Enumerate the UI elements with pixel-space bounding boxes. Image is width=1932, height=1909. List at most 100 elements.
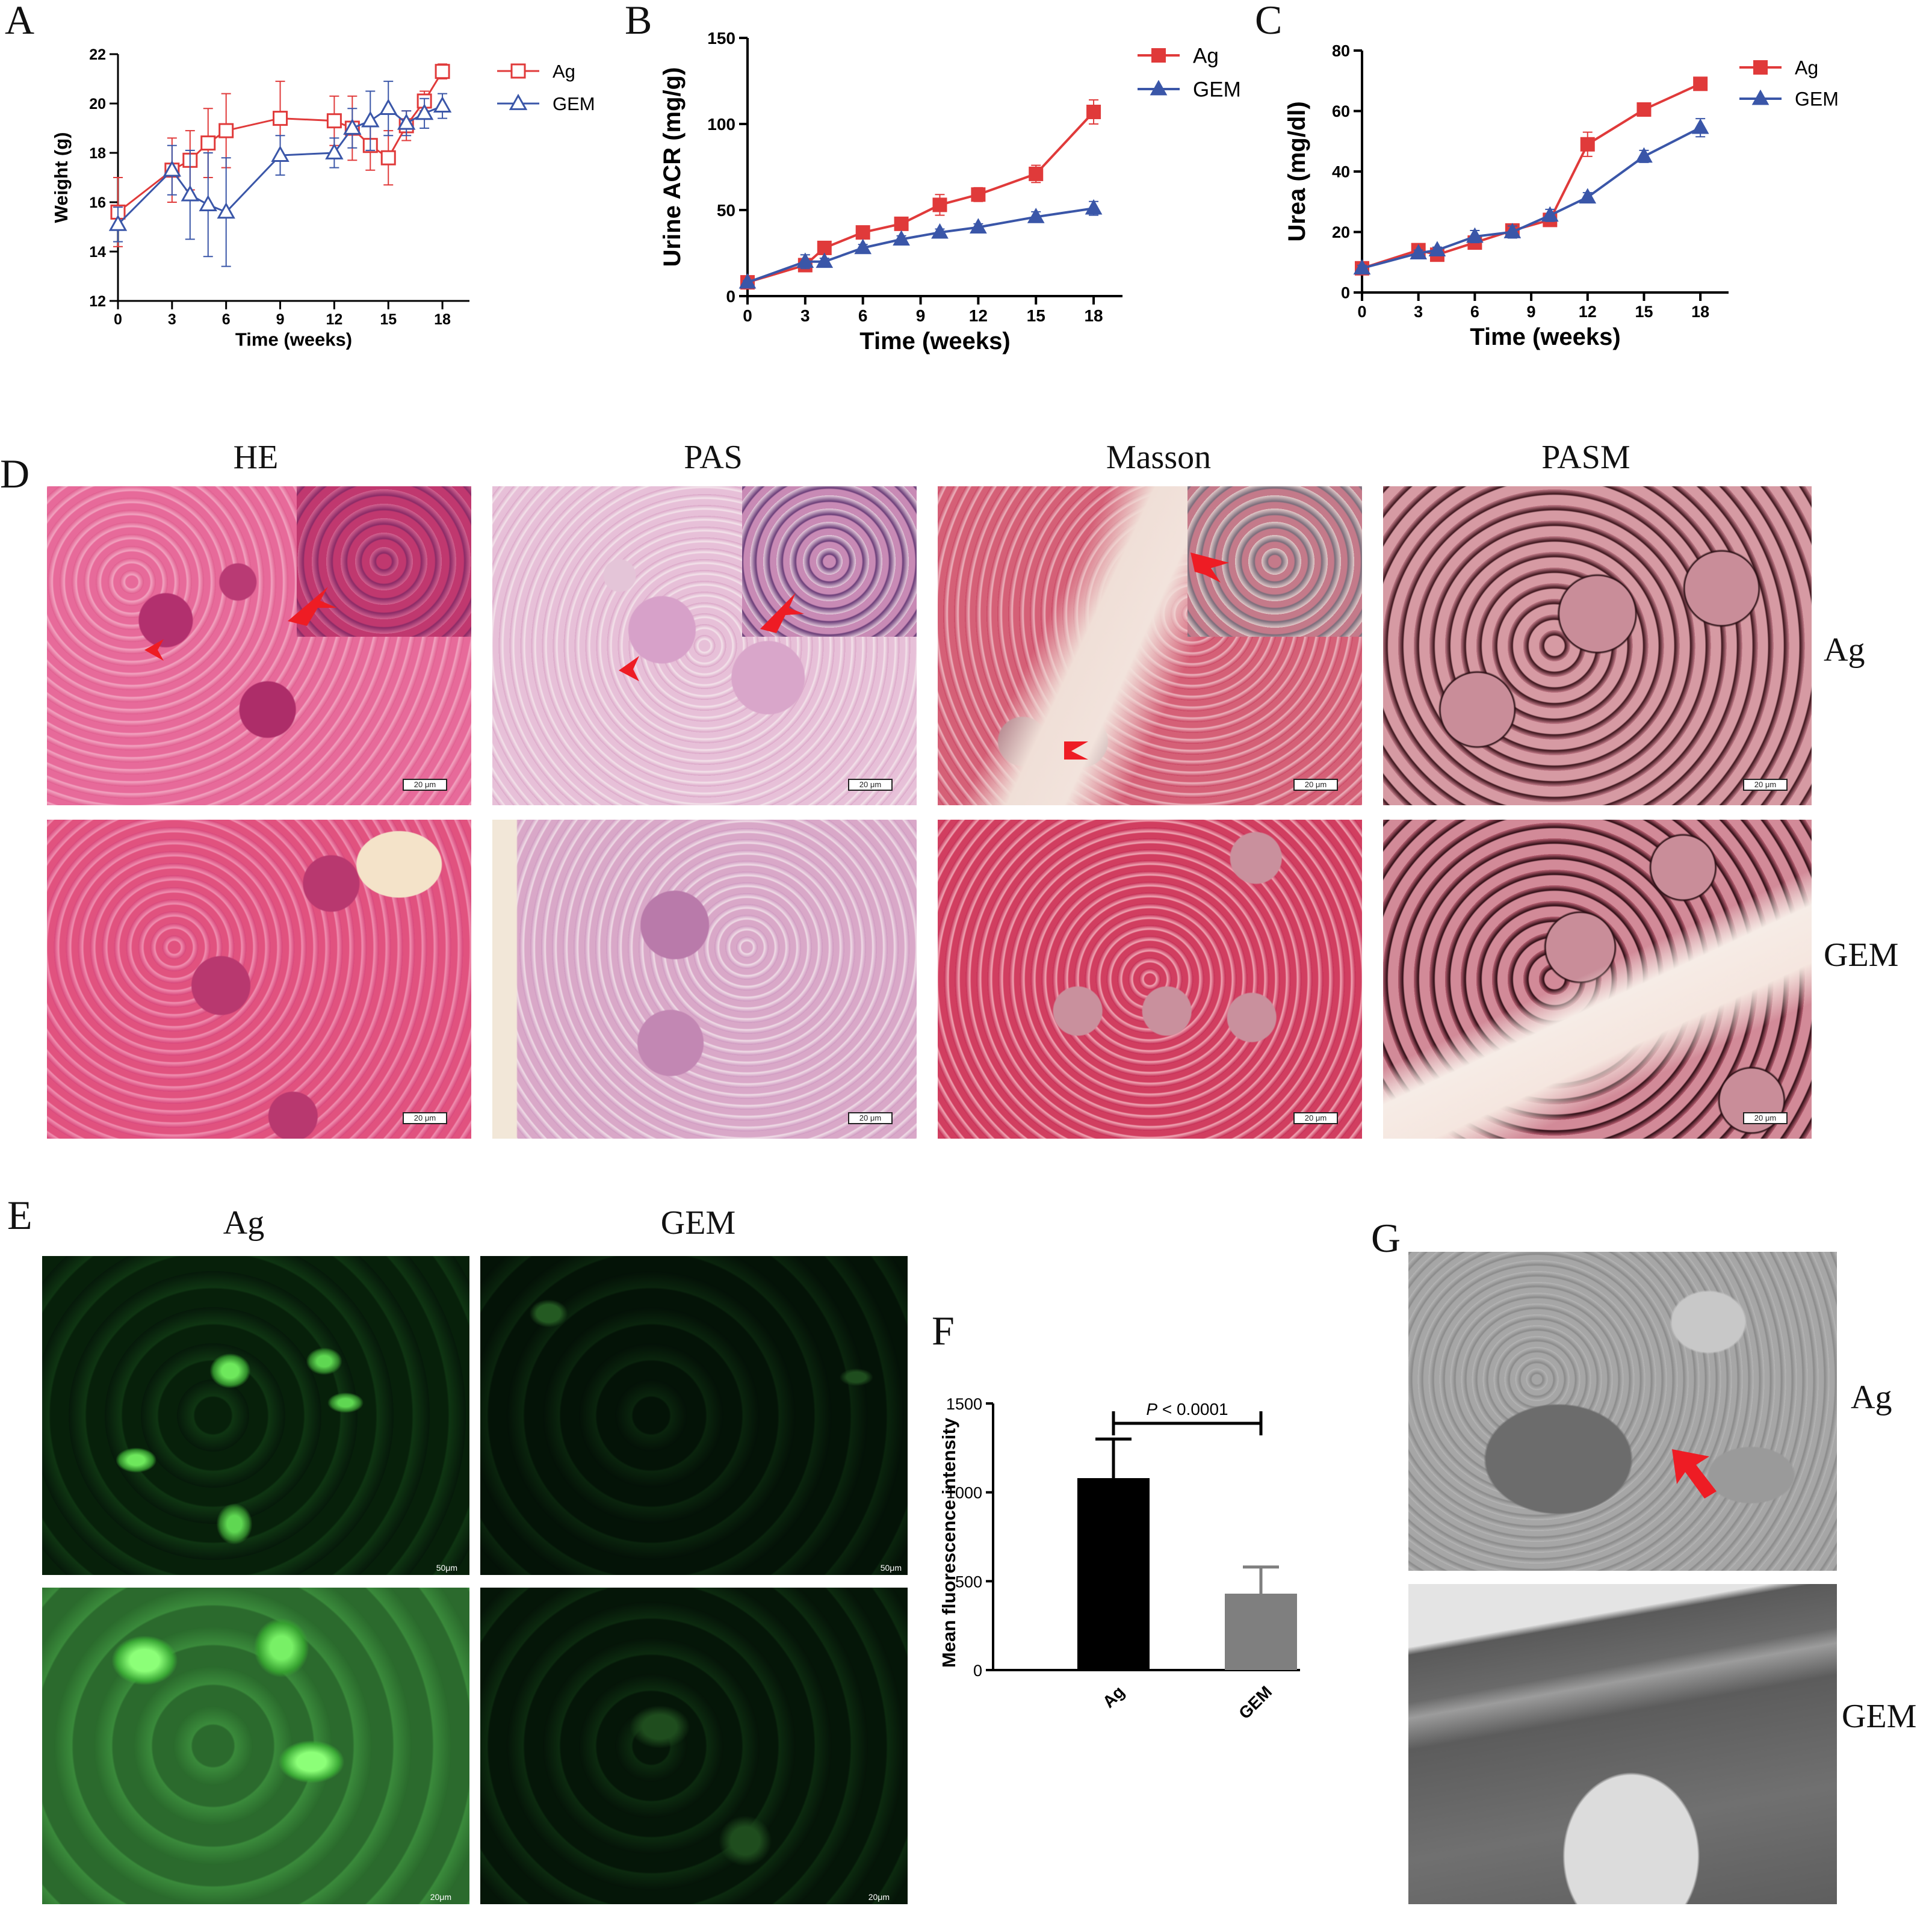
arrow-he-main — [288, 587, 337, 626]
fluor-scale: 50μm — [880, 1563, 902, 1573]
x-tick-label: 9 — [1527, 303, 1536, 321]
masson-ag-micrograph: 20 μm — [938, 486, 1362, 805]
fluor-ag-bottom: 20μm — [42, 1588, 469, 1904]
y-axis-label: Urea (mg/dl) — [1284, 101, 1310, 241]
row-label-gem: GEM — [1824, 936, 1899, 974]
data-point-ag — [1580, 137, 1595, 152]
data-point-gem — [217, 202, 235, 219]
scale-bar: 20 μm — [848, 1112, 893, 1124]
y-tick-label: 500 — [955, 1573, 982, 1591]
panel-label-d: D — [0, 451, 30, 497]
data-point-gem — [397, 113, 416, 130]
y-tick-label: 12 — [89, 293, 106, 310]
panel-label-c: C — [1255, 0, 1283, 43]
legend-marker — [1150, 79, 1168, 96]
y-tick-label: 0 — [1341, 284, 1350, 302]
data-point-gem — [433, 96, 452, 113]
data-point-gem — [1635, 147, 1653, 163]
stain-title-pas: PAS — [684, 439, 743, 476]
legend-label-gem: GEM — [1193, 78, 1241, 102]
data-point-gem — [199, 194, 217, 211]
legend-marker — [1753, 60, 1768, 75]
panel-label-e: E — [7, 1192, 33, 1238]
histology-arrows — [144, 552, 1229, 760]
fluor-gem-bottom: 20μm — [480, 1588, 908, 1904]
panel-label-a: A — [5, 0, 35, 43]
x-tick-label: 9 — [276, 311, 285, 328]
he-ag-micrograph: 20 μm — [47, 486, 471, 805]
y-tick-label: 18 — [89, 145, 106, 162]
fluor-col-ag: Ag — [223, 1204, 265, 1242]
data-point-gem — [1541, 206, 1559, 222]
x-tick-label: 6 — [222, 311, 231, 328]
legend-label-gem: GEM — [553, 93, 595, 114]
x-tick-label: 12 — [1579, 303, 1597, 321]
panel-label-g: G — [1371, 1215, 1401, 1261]
y-tick-label: 100 — [707, 115, 735, 134]
x-tick-label: 12 — [326, 311, 342, 328]
stain-title-masson: Masson — [1106, 439, 1212, 476]
pas-ag-inset — [742, 486, 917, 637]
pas-gem-micrograph: 20 μm — [492, 820, 917, 1139]
data-point-gem — [1353, 259, 1371, 275]
data-point-ag — [932, 197, 947, 212]
y-tick-label: 50 — [717, 201, 735, 220]
data-point-ag — [1636, 102, 1652, 117]
scale-bar: 20 μm — [1293, 779, 1338, 791]
data-point-gem — [163, 160, 182, 177]
data-point-gem — [181, 185, 200, 202]
y-tick-label: 20 — [89, 96, 106, 113]
y-tick-label: 22 — [89, 46, 106, 63]
row-label-ag: Ag — [1824, 631, 1865, 669]
data-point-gem — [415, 104, 434, 120]
y-tick-label: 16 — [89, 194, 106, 211]
fluor-scale: 20μm — [868, 1892, 890, 1902]
x-tick-label: 6 — [858, 306, 868, 325]
x-tick-label: 15 — [1635, 303, 1653, 321]
scale-bar: 20 μm — [1743, 779, 1788, 791]
data-point-ag — [380, 150, 396, 166]
data-point-gem — [361, 111, 380, 128]
legend-label-gem: GEM — [1795, 88, 1839, 110]
category-label-ag: Ag — [1099, 1682, 1128, 1711]
pas-ag-micrograph: 20 μm — [492, 486, 917, 805]
y-tick-label: 1000 — [946, 1484, 982, 1502]
data-point-ag — [200, 135, 216, 151]
legend-marker — [509, 93, 528, 110]
x-tick-label: 0 — [114, 311, 122, 328]
x-tick-label: 18 — [434, 311, 451, 328]
y-tick-label: 0 — [726, 287, 735, 306]
bar-ag — [1077, 1478, 1150, 1670]
data-point-gem — [343, 118, 362, 135]
legend-label-ag: Ag — [1795, 57, 1818, 79]
x-axis-label: Time (weeks) — [1470, 324, 1621, 350]
em-ag-micrograph — [1408, 1252, 1837, 1571]
arrow-pas-main — [760, 593, 804, 633]
data-point-gem — [1503, 223, 1522, 238]
data-point-gem — [796, 252, 814, 268]
x-tick-label: 3 — [1414, 303, 1423, 321]
masson-gem-micrograph: 20 μm — [938, 820, 1362, 1139]
legend-marker — [1151, 48, 1166, 63]
arrow-he-small — [144, 639, 164, 661]
fluor-scale: 50μm — [436, 1563, 457, 1573]
panel-label-b: B — [625, 0, 652, 43]
scale-bar: 20 μm — [1743, 1112, 1788, 1124]
legend-marker — [1751, 89, 1769, 105]
data-point-gem — [931, 223, 949, 239]
he-ag-inset — [297, 486, 471, 637]
fluor-col-gem: GEM — [660, 1204, 736, 1242]
legend-label-ag: Ag — [1193, 45, 1219, 68]
x-tick-label: 15 — [380, 311, 397, 328]
legend-label-ag: Ag — [553, 61, 575, 82]
data-point-gem — [970, 218, 987, 234]
data-point-gem — [325, 143, 344, 159]
he-gem-micrograph: 20 μm — [47, 820, 471, 1139]
bar-gem — [1225, 1594, 1297, 1670]
y-axis-label: Urine ACR (mg/g) — [659, 67, 686, 267]
data-point-gem — [271, 145, 289, 162]
data-point-gem — [108, 214, 128, 231]
x-tick-label: 12 — [969, 306, 988, 325]
fluor-scale: 20μm — [430, 1892, 451, 1902]
fluor-ag-top: 50μm — [42, 1256, 469, 1575]
